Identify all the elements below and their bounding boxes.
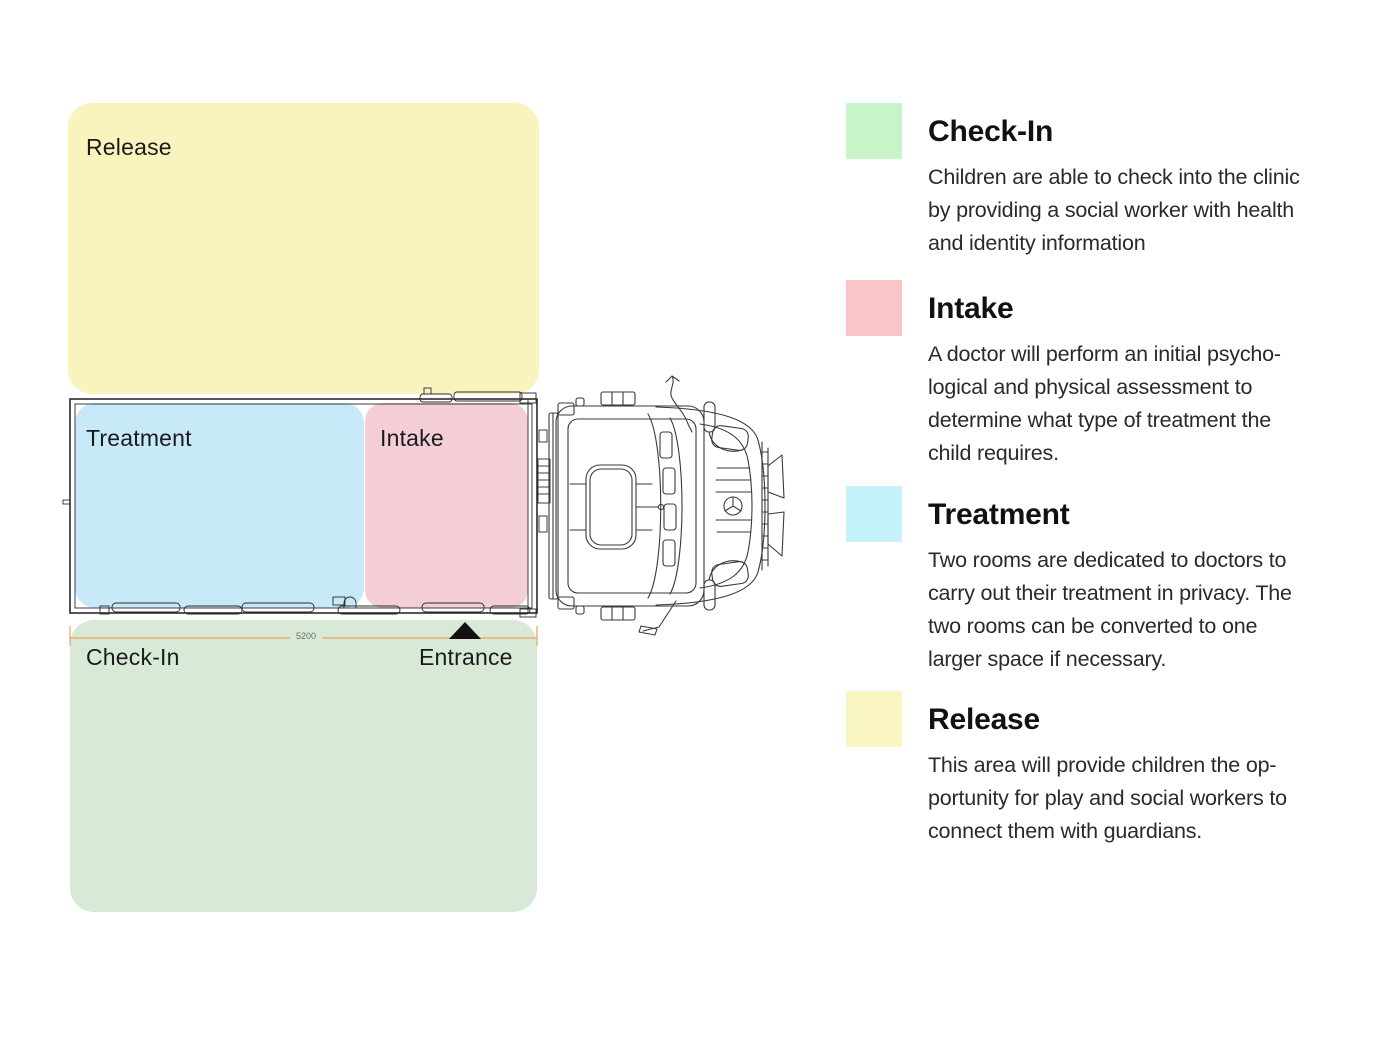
legend-desc-treatment: Two rooms are dedicated to doctors to car… — [928, 547, 1292, 671]
legend-item-release: Release This area will provide children … — [846, 691, 1368, 848]
legend-title-treatment: Treatment — [928, 498, 1070, 531]
legend-desc-checkin: Children are able to check into the clin… — [928, 164, 1300, 255]
intake-zone-label: Intake — [380, 425, 444, 451]
checkin-color-swatch — [846, 103, 902, 159]
truck-icon — [548, 375, 785, 636]
release-color-swatch — [846, 691, 902, 747]
legend-item-intake: Intake A doctor will perform an initial … — [846, 280, 1368, 470]
legend: Check-In Children are able to check into… — [846, 0, 1376, 1050]
legend-desc-intake: A doctor will perform an initial psycho-… — [928, 341, 1281, 465]
intake-color-swatch — [846, 280, 902, 336]
treatment-color-swatch — [846, 486, 902, 542]
treatment-zone-label: Treatment — [86, 425, 192, 451]
legend-title-release: Release — [928, 703, 1041, 736]
legend-item-treatment: Treatment Two rooms are dedicated to doc… — [846, 486, 1368, 676]
checkin-zone — [70, 620, 537, 912]
legend-title-checkin: Check-In — [928, 115, 1054, 148]
trailer-coupling — [537, 429, 551, 533]
checkin-zone-label: Check-In — [86, 644, 180, 670]
legend-title-intake: Intake — [928, 292, 1014, 325]
release-zone — [68, 103, 539, 394]
entrance-label: Entrance — [419, 644, 513, 670]
legend-item-checkin: Check-In Children are able to check into… — [846, 103, 1368, 260]
legend-desc-release: This area will provide children the op-p… — [928, 752, 1287, 843]
release-zone-label: Release — [86, 134, 172, 160]
